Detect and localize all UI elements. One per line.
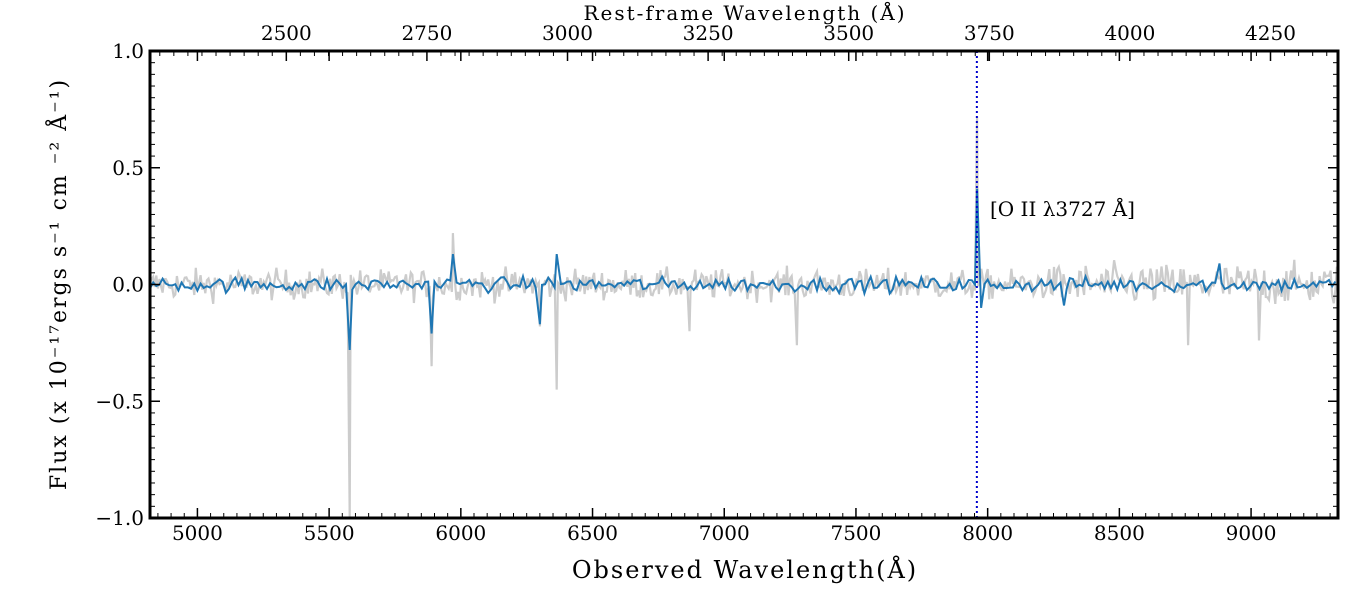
x-tick-label: 8500 [1094, 521, 1145, 545]
top-tick-label: 3250 [683, 21, 734, 45]
series-line-raw [150, 116, 1338, 518]
top-tick-label: 4000 [1104, 21, 1155, 45]
series-layer [150, 116, 1338, 518]
x-tick-label: 7500 [830, 521, 881, 545]
x-tick-label: 8000 [962, 521, 1013, 545]
y-tick-label: 1.0 [112, 39, 144, 63]
x-tick-label: 6000 [435, 521, 486, 545]
top-tick-label: 4250 [1245, 21, 1296, 45]
x-tick-label: 7000 [699, 521, 750, 545]
top-tick-label: 3750 [964, 21, 1015, 45]
x-axis-title: Observed Wavelength(Å) [572, 555, 918, 584]
top-axis-title: Rest-frame Wavelength (Å) [583, 0, 906, 25]
series-line-smoothed [150, 188, 1337, 350]
y-tick-label: 0.0 [112, 273, 144, 297]
top-tick-label: 3500 [823, 21, 874, 45]
top-tick-label: 2500 [261, 21, 312, 45]
y-tick-label: −1.0 [95, 506, 144, 530]
x-tick-label: 5500 [304, 521, 355, 545]
tick-layer: 5000 5500 6000 6500 7000 7500 8000 8500 9000 2500… [95, 21, 1338, 545]
x-tick-label: 6500 [567, 521, 618, 545]
top-tick-label: 2750 [401, 21, 452, 45]
y-tick-label: −0.5 [95, 389, 144, 413]
x-tick-label: 9000 [1226, 521, 1277, 545]
y-tick-label: 0.5 [112, 156, 144, 180]
x-tick-label: 5000 [172, 521, 223, 545]
top-tick-label: 3000 [542, 21, 593, 45]
line-label: [O II λ3727 Å] [990, 196, 1135, 221]
y-axis-title: Flux (x 10⁻¹⁷ergs s⁻¹ cm ⁻² Å⁻¹) [44, 78, 72, 490]
